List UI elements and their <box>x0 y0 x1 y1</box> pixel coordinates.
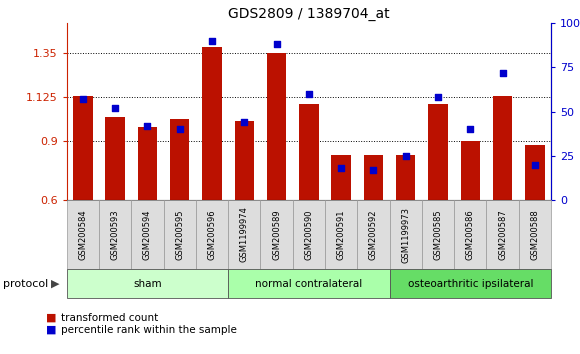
Bar <box>364 155 383 200</box>
Bar <box>525 145 545 200</box>
Bar <box>396 155 415 200</box>
Point <box>304 91 314 97</box>
Bar <box>106 118 125 200</box>
Text: GSM200588: GSM200588 <box>530 209 539 260</box>
Point <box>466 126 475 132</box>
Title: GDS2809 / 1389704_at: GDS2809 / 1389704_at <box>228 7 390 21</box>
Text: GSM200591: GSM200591 <box>336 209 346 260</box>
Bar <box>299 104 318 200</box>
Bar <box>493 96 512 200</box>
Text: GSM200590: GSM200590 <box>304 209 313 260</box>
Text: osteoarthritic ipsilateral: osteoarthritic ipsilateral <box>408 279 533 289</box>
Point <box>208 38 217 44</box>
Bar <box>170 119 190 200</box>
Text: normal contralateral: normal contralateral <box>255 279 362 289</box>
Bar <box>331 155 351 200</box>
Text: GSM200592: GSM200592 <box>369 209 378 260</box>
Point <box>530 162 539 167</box>
Bar <box>73 96 93 200</box>
Text: GSM1199974: GSM1199974 <box>240 207 249 262</box>
Text: GSM200584: GSM200584 <box>78 209 88 260</box>
Text: GSM200585: GSM200585 <box>433 209 443 260</box>
Text: GSM200596: GSM200596 <box>208 209 216 260</box>
Text: GSM200589: GSM200589 <box>272 209 281 260</box>
Text: GSM200593: GSM200593 <box>111 209 119 260</box>
Bar <box>267 52 287 200</box>
Text: protocol: protocol <box>3 279 48 289</box>
Point <box>143 123 152 129</box>
Point <box>369 167 378 173</box>
Text: ■: ■ <box>46 325 57 335</box>
Bar <box>234 121 254 200</box>
Point <box>498 70 507 75</box>
Text: transformed count: transformed count <box>61 313 158 323</box>
Point <box>110 105 119 111</box>
Text: percentile rank within the sample: percentile rank within the sample <box>61 325 237 335</box>
Point <box>240 119 249 125</box>
Text: ▶: ▶ <box>51 279 59 289</box>
Text: GSM200587: GSM200587 <box>498 209 507 260</box>
Bar <box>137 127 157 200</box>
Point <box>433 95 443 100</box>
Text: ■: ■ <box>46 313 57 323</box>
Text: GSM200586: GSM200586 <box>466 209 475 260</box>
Point <box>272 41 281 47</box>
Text: GSM200594: GSM200594 <box>143 209 152 260</box>
Bar <box>461 141 480 200</box>
Point <box>336 165 346 171</box>
Text: sham: sham <box>133 279 162 289</box>
Text: GSM1199973: GSM1199973 <box>401 206 410 263</box>
Bar <box>428 104 448 200</box>
Point <box>175 126 184 132</box>
Bar <box>202 47 222 200</box>
Point <box>401 153 411 159</box>
Point <box>78 96 88 102</box>
Text: GSM200595: GSM200595 <box>175 209 184 260</box>
